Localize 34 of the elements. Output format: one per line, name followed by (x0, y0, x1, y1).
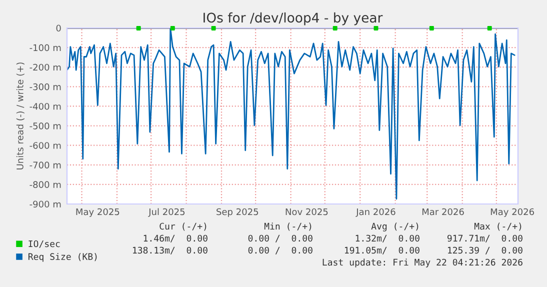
text: 191.05m/ 0.00 (344, 246, 420, 254)
y-tick-label: 0 (56, 24, 61, 32)
x-tick-label: Jan 2026 (356, 208, 396, 217)
x-tick-label: Sep 2025 (216, 208, 258, 217)
y-tick-label: -400 m (30, 102, 61, 110)
y-tick-label: -600 m (30, 142, 61, 149)
text: 0.00 / 0.00 (248, 246, 312, 254)
legend-label: IO/sec (28, 240, 60, 248)
y-tick-label: -300 m (30, 83, 61, 90)
text: Cur (-/+) (160, 222, 206, 231)
x-tick-label: Mar 2026 (422, 208, 464, 216)
x-tick-label: Jul 2025 (148, 208, 185, 217)
text: 0.00 / 0.00 (248, 234, 312, 242)
chart-title: IOs for /dev/loop4 - by year (204, 12, 383, 26)
text: 1.46m/ 0.00 (144, 234, 208, 242)
text: Last update: Fri May 22 04:21:26 2026 (322, 258, 522, 268)
x-tick-label: May 2026 (490, 208, 534, 217)
y-axis-title: Units read (-) / write (+) (16, 62, 24, 170)
x-tick-label: May 2025 (76, 208, 120, 217)
y-tick-label: -200 m (30, 64, 61, 71)
text: Avg (-/+) (371, 222, 418, 232)
x-tick-label: Nov 2025 (286, 208, 328, 216)
text: Max (-/+) (474, 222, 522, 231)
text: 1.32m/ 0.00 (356, 234, 420, 242)
text: 125.39 / 0.00 (448, 246, 522, 254)
y-tick-label: -800 m (30, 181, 61, 188)
y-tick-label: -900 m (30, 200, 61, 208)
y-tick-label: -500 m (30, 122, 61, 130)
legend-label: Req Size (KB) (28, 253, 97, 262)
text: 138.13m/ 0.00 (132, 246, 208, 254)
y-tick-label: -700 m (30, 162, 61, 168)
text: 917.71m/ 0.00 (447, 234, 522, 242)
text: Min (-/+) (264, 222, 312, 231)
y-tick-label: -100 m (30, 44, 61, 52)
